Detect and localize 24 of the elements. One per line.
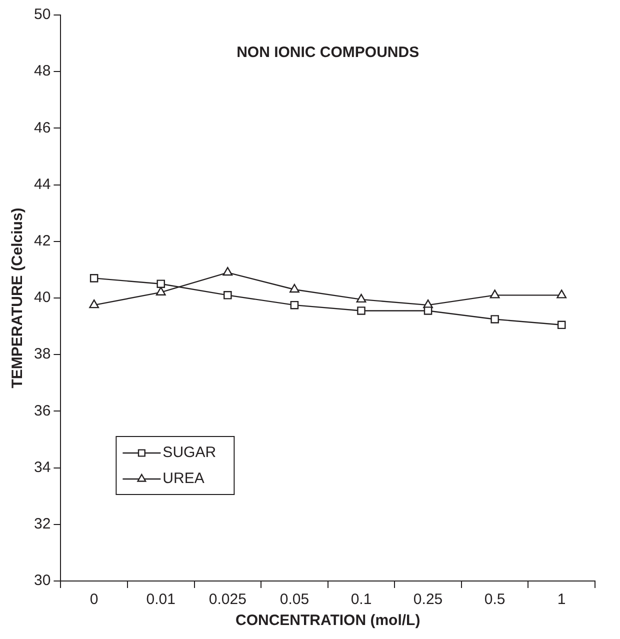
legend-label: UREA	[162, 470, 204, 488]
x-tick-label: 0.25	[413, 591, 443, 608]
y-tick-label: 42	[34, 232, 51, 250]
x-tick-label: 0.1	[350, 591, 372, 608]
y-tick-label: 38	[34, 346, 51, 363]
x-tick-label: 0.05	[280, 591, 310, 608]
y-tick-label: 50	[34, 6, 51, 24]
x-tick-label: 0.025	[208, 591, 246, 608]
y-tick-label: 34	[34, 458, 51, 476]
y-tick-label: 48	[34, 62, 51, 80]
y-tick-label: 30	[34, 572, 51, 590]
x-tick-label: 0.5	[484, 591, 506, 608]
y-tick-label: 44	[34, 176, 51, 193]
text: NON IONIC COMPOUNDS	[236, 44, 420, 62]
legend-label: SUGAR	[162, 444, 216, 462]
y-tick-label: 46	[34, 119, 51, 136]
x-axis-title: CONCENTRATION (mol/L)	[235, 612, 420, 630]
y-axis-title: TEMPERATURE (Celcius)	[9, 208, 26, 388]
y-tick-label: 36	[34, 402, 51, 420]
x-tick-label: 0	[90, 591, 98, 608]
y-tick-label: 32	[34, 516, 51, 533]
x-tick-label: 1	[557, 591, 566, 608]
y-tick-label: 40	[34, 289, 51, 306]
x-tick-label: 0.01	[146, 591, 176, 608]
